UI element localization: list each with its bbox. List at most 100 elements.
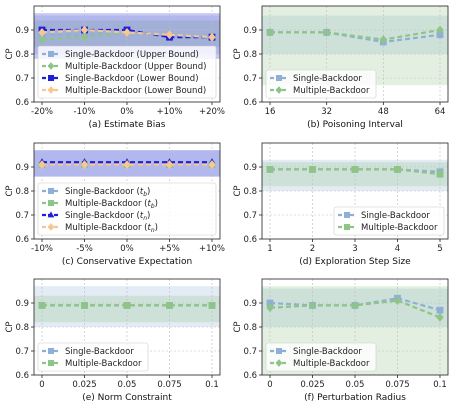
x-tick-label: 0.075 xyxy=(385,380,409,390)
y-tick-label: 0.8 xyxy=(243,187,257,197)
data-point xyxy=(436,312,444,322)
legend-marker xyxy=(48,188,54,194)
data-point xyxy=(165,30,174,40)
x-tick-label: -5% xyxy=(76,244,93,254)
legend-box xyxy=(265,69,377,99)
confidence-band-1 xyxy=(262,162,448,187)
data-point xyxy=(308,300,317,310)
data-point xyxy=(266,166,274,173)
chart-panel-b: 0.6 0.7 0.8 0.9 16 32 48 64 CP (b) Poisoning Inte… xyxy=(233,5,449,130)
data-point xyxy=(38,302,46,309)
y-tick-label: 0.9 xyxy=(243,299,257,309)
data-point xyxy=(309,166,316,173)
data-point xyxy=(436,170,444,178)
legend-label: Multiple-Backdoor xyxy=(65,359,142,369)
legend-label: Single-Backdoor (tb) xyxy=(65,187,150,198)
y-axis-label: CP xyxy=(5,321,15,332)
x-tick-label: +20% xyxy=(199,107,225,117)
legend-box xyxy=(333,206,445,236)
x-tick-label: -10% xyxy=(31,244,53,254)
legend-label: Multiple-Backdoor (tb) xyxy=(65,199,158,210)
data-point xyxy=(165,160,174,170)
legend: Single-Backdoor (Upper Bound) Multiple-Ba… xyxy=(37,45,217,99)
data-point xyxy=(80,32,89,42)
y-tick-label: 0.6 xyxy=(243,371,257,381)
data-point xyxy=(266,27,274,37)
legend-label: Multiple-Backdoor xyxy=(293,359,370,369)
y-tick-label: 0.7 xyxy=(243,211,257,221)
data-point xyxy=(123,27,131,37)
series-line-0 xyxy=(269,297,441,312)
legend: Single-Backdoor Multiple-Backdoor xyxy=(265,342,377,372)
legend-marker xyxy=(47,62,55,70)
x-tick-label: 48 xyxy=(378,107,389,117)
x-tick-label: 0.05 xyxy=(346,380,365,390)
legend-marker xyxy=(48,360,54,366)
y-tick-label: 0.9 xyxy=(243,163,257,173)
legend-marker xyxy=(48,200,54,206)
data-point xyxy=(351,300,359,310)
legend-label: Single-Backdoor (Lower Bound) xyxy=(65,74,199,84)
x-tick-label: 0% xyxy=(120,244,134,254)
legend-marker xyxy=(48,51,54,57)
y-tick-label: 0.9 xyxy=(15,299,29,309)
x-tick-label: -10% xyxy=(74,107,96,117)
y-tick-label: 0.9 xyxy=(243,26,257,36)
legend-marker xyxy=(275,359,283,367)
y-tick-label: 0.7 xyxy=(15,211,29,221)
data-point xyxy=(123,160,131,170)
legend: Single-Backdoor Multiple-Backdoor xyxy=(265,69,377,99)
y-axis-label: CP xyxy=(233,321,243,332)
data-point xyxy=(80,160,89,170)
x-tick-label: 0 xyxy=(39,380,44,390)
legend-label: Multiple-Backdoor xyxy=(293,86,370,96)
x-tick-label: +10% xyxy=(199,244,225,254)
series-line-1 xyxy=(270,28,441,41)
x-tick-label: -20% xyxy=(31,107,53,117)
data-point xyxy=(266,303,274,313)
legend-marker xyxy=(48,75,54,81)
x-tick-label: 0 xyxy=(267,380,272,390)
data-point xyxy=(351,166,359,173)
panel-caption: (e) Norm Constraint xyxy=(82,393,172,403)
x-tick-label: 0.025 xyxy=(72,380,96,390)
y-tick-label: 0.9 xyxy=(15,163,29,173)
legend-box xyxy=(37,182,217,236)
x-tick-label: 0.025 xyxy=(300,380,324,390)
legend-label: Single-Backdoor xyxy=(361,211,430,221)
y-tick-label: 0.6 xyxy=(15,235,29,245)
legend-marker xyxy=(47,211,55,218)
chart-panel-f: 0.6 0.7 0.8 0.9 0 0.025 0.05 0.075 0.1 CP (f) Pert… xyxy=(233,278,449,403)
panel-caption: (b) Poisoning Interval xyxy=(307,120,403,130)
series-line-1 xyxy=(269,299,441,319)
data-point xyxy=(436,306,444,314)
legend-label: Multiple-Backdoor xyxy=(361,223,438,233)
legend-marker xyxy=(48,348,54,354)
x-tick-label: 5 xyxy=(437,244,442,254)
data-point xyxy=(208,160,216,170)
y-axis-label: CP xyxy=(5,48,15,59)
panel-caption: (f) Perturbation Radius xyxy=(304,393,406,403)
y-axis-label: CP xyxy=(5,185,15,196)
x-tick-label: 32 xyxy=(321,107,332,117)
y-tick-label: 0.6 xyxy=(15,371,29,381)
legend-label: Single-Backdoor (Upper Bound) xyxy=(65,50,199,60)
data-point xyxy=(166,302,173,309)
data-point xyxy=(38,27,46,37)
legend: Single-Backdoor Multiple-Backdoor xyxy=(333,206,445,236)
y-tick-label: 0.7 xyxy=(243,347,257,357)
y-tick-label: 0.8 xyxy=(15,187,29,197)
legend-marker xyxy=(276,75,282,81)
data-point xyxy=(80,25,89,35)
y-tick-label: 0.7 xyxy=(243,74,257,84)
data-point xyxy=(379,35,388,45)
y-tick-label: 0.6 xyxy=(243,235,257,245)
y-tick-label: 0.8 xyxy=(243,50,257,60)
y-tick-label: 0.8 xyxy=(15,50,29,60)
legend-box xyxy=(37,45,217,99)
data-point xyxy=(81,302,88,309)
legend-label: Single-Backdoor xyxy=(293,74,362,84)
legend-label: Multiple-Backdoor (tn) xyxy=(65,223,158,234)
series-line-0 xyxy=(42,28,212,39)
chart-panel-a: 0.6 0.7 0.8 0.9 -20% -10% 0% +10% +20% CP (a) Esti… xyxy=(5,5,225,130)
